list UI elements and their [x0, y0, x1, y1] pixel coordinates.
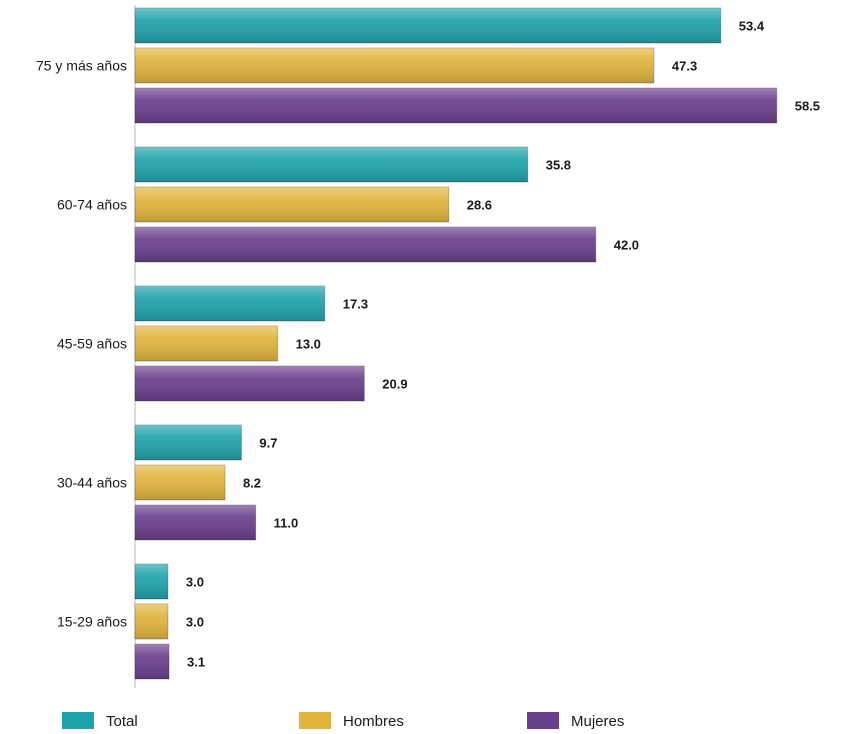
- legend-label: Mujeres: [571, 713, 624, 730]
- bar-shine: [135, 48, 654, 83]
- bar-shine: [135, 505, 256, 540]
- legend-label: Hombres: [343, 713, 404, 730]
- bar-shine: [135, 564, 168, 599]
- value-label: 20.9: [382, 377, 407, 392]
- bar-shine: [135, 425, 242, 460]
- bar-shine: [135, 465, 225, 500]
- bar-shine: [135, 286, 325, 321]
- category-label: 15-29 años: [57, 614, 127, 630]
- value-label: 58.5: [795, 99, 820, 114]
- bar-shine: [135, 8, 721, 43]
- value-label: 17.3: [343, 297, 368, 312]
- bar-shine: [135, 604, 168, 639]
- category-label: 30-44 años: [57, 475, 127, 491]
- value-label: 13.0: [296, 337, 321, 352]
- bars-group: 75 y más años 53.4 47.3 58.5 60-74 años 35.8 2…: [36, 7, 820, 680]
- category-label: 60-74 años: [57, 197, 127, 213]
- value-label: 9.7: [259, 436, 277, 451]
- legend-label: Total: [106, 713, 138, 730]
- bar-shine: [135, 147, 528, 182]
- bar-shine: [135, 644, 170, 679]
- bar-shine: [135, 88, 777, 123]
- category-label: 75 y más años: [36, 58, 127, 74]
- value-label: 8.2: [243, 476, 261, 491]
- value-label: 3.1: [187, 655, 205, 670]
- legend-swatch-hombres: [299, 712, 331, 729]
- bar-shine: [135, 187, 449, 222]
- value-label: 3.0: [186, 615, 204, 630]
- bar-shine: [135, 227, 596, 262]
- value-label: 35.8: [546, 158, 571, 173]
- value-label: 3.0: [186, 575, 204, 590]
- bar-shine: [135, 366, 365, 401]
- legend: Total Hombres Mujeres: [62, 712, 624, 730]
- value-label: 53.4: [739, 19, 765, 34]
- bar-shine: [135, 326, 278, 361]
- value-label: 42.0: [614, 238, 639, 253]
- value-label: 28.6: [467, 198, 492, 213]
- value-label: 47.3: [672, 59, 697, 74]
- value-label: 11.0: [274, 516, 299, 531]
- legend-swatch-mujeres: [527, 712, 559, 729]
- legend-swatch-total: [62, 712, 94, 729]
- category-label: 45-59 años: [57, 336, 127, 352]
